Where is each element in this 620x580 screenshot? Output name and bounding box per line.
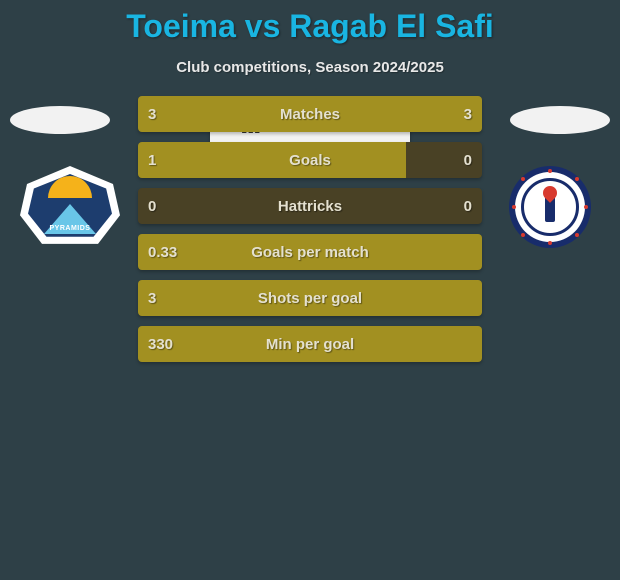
stat-bar-value-left: 1 — [138, 142, 166, 178]
stat-bar-row: Goals1 0 — [138, 142, 482, 178]
pyramids-badge-icon: PYRAMIDS — [20, 166, 120, 248]
club-badge-left: PYRAMIDS — [20, 166, 120, 248]
stat-bar-value-left: 0.33 — [138, 234, 187, 270]
club-badge-right — [500, 166, 600, 248]
smouha-badge-icon — [509, 166, 591, 248]
player-left-photo-placeholder — [10, 106, 110, 134]
stat-bar-value-left: 330 — [138, 326, 183, 362]
stat-bar-row: Goals per match0.33 — [138, 234, 482, 270]
stat-bar-label: Shots per goal — [138, 280, 482, 316]
stat-bar-row: Hattricks0 0 — [138, 188, 482, 224]
stat-bar-value-right: 0 — [454, 142, 482, 178]
stat-bar-label: Goals per match — [138, 234, 482, 270]
page-subtitle: Club competitions, Season 2024/2025 — [0, 59, 620, 76]
stat-bar-label: Min per goal — [138, 326, 482, 362]
stat-bar-value-left: 0 — [138, 188, 166, 224]
stat-bar-row: Matches3 3 — [138, 96, 482, 132]
stat-bar-value-right: 3 — [454, 96, 482, 132]
page-title: Toeima vs Ragab El Safi — [0, 0, 620, 45]
stat-bar-value-right: 0 — [454, 188, 482, 224]
stat-bar-label: Goals — [138, 142, 482, 178]
stat-bar-label: Hattricks — [138, 188, 482, 224]
stat-bar-value-left: 3 — [138, 280, 166, 316]
stat-bar-row: Shots per goal3 — [138, 280, 482, 316]
stat-bar-value-left: 3 — [138, 96, 166, 132]
stat-bar-label: Matches — [138, 96, 482, 132]
stat-bars-container: Matches33Goals10Hattricks00Goals per mat… — [138, 96, 482, 372]
stat-bar-row: Min per goal330 — [138, 326, 482, 362]
player-right-photo-placeholder — [510, 106, 610, 134]
